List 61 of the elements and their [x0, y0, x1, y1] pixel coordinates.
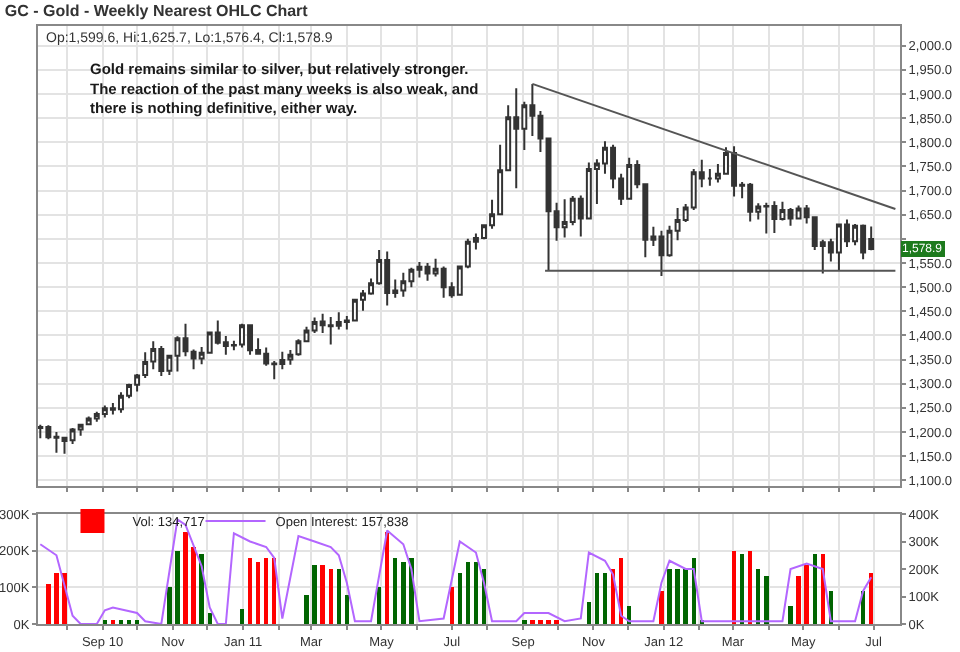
bar: [239, 609, 245, 624]
candlestick: [77, 423, 84, 437]
bar: [788, 605, 793, 624]
candlestick: [747, 181, 754, 223]
bar: [393, 558, 398, 624]
bar: [54, 572, 59, 624]
bar: [473, 561, 479, 624]
bar: [183, 532, 188, 624]
candlestick: [513, 87, 520, 190]
bar: [659, 591, 664, 624]
candlestick: [795, 204, 802, 221]
candlestick: [561, 198, 568, 239]
bar: [247, 558, 253, 624]
candlestick: [101, 404, 108, 419]
candlestick: [311, 316, 318, 334]
candlestick: [93, 410, 100, 423]
candlestick: [279, 350, 286, 371]
bar: [207, 613, 212, 624]
bar: [336, 569, 341, 624]
bar: [764, 576, 769, 624]
chart-title: GC - Gold - Weekly Nearest OHLC Chart: [4, 2, 309, 21]
candlestick: [868, 225, 875, 252]
candlestick: [118, 391, 124, 414]
line-series: [39, 518, 873, 624]
candlestick: [61, 435, 68, 455]
bar: [255, 561, 261, 624]
bar: [263, 558, 269, 624]
candlestick: [787, 206, 794, 227]
candlestick: [408, 266, 415, 289]
bar: [312, 565, 317, 624]
candlestick: [771, 200, 778, 235]
candlestick: [351, 298, 358, 322]
candlestick: [424, 262, 431, 282]
bar: [175, 550, 180, 624]
bar: [804, 565, 809, 624]
bar: [683, 569, 688, 624]
candlestick: [860, 223, 867, 261]
candlestick: [158, 345, 165, 377]
bar: [328, 569, 333, 624]
candlestick: [384, 250, 391, 307]
candlestick: [53, 430, 60, 454]
bar: [675, 569, 680, 624]
candlestick: [416, 261, 423, 279]
candlestick: [247, 323, 254, 356]
candlestick: [626, 156, 633, 200]
candlestick: [731, 145, 738, 198]
candlestick: [38, 423, 44, 440]
bar: [667, 569, 672, 624]
candlestick: [327, 316, 334, 346]
candlestick: [763, 201, 770, 235]
bar: [586, 602, 592, 624]
bar: [465, 561, 471, 624]
bar: [401, 561, 406, 624]
candlestick: [440, 265, 447, 299]
candlestick: [658, 229, 665, 278]
candlestick: [706, 167, 713, 187]
candlestick: [239, 322, 245, 349]
candlestick: [150, 340, 157, 371]
candlestick: [835, 222, 842, 272]
candlestick: [400, 271, 407, 298]
bar: [320, 565, 325, 624]
